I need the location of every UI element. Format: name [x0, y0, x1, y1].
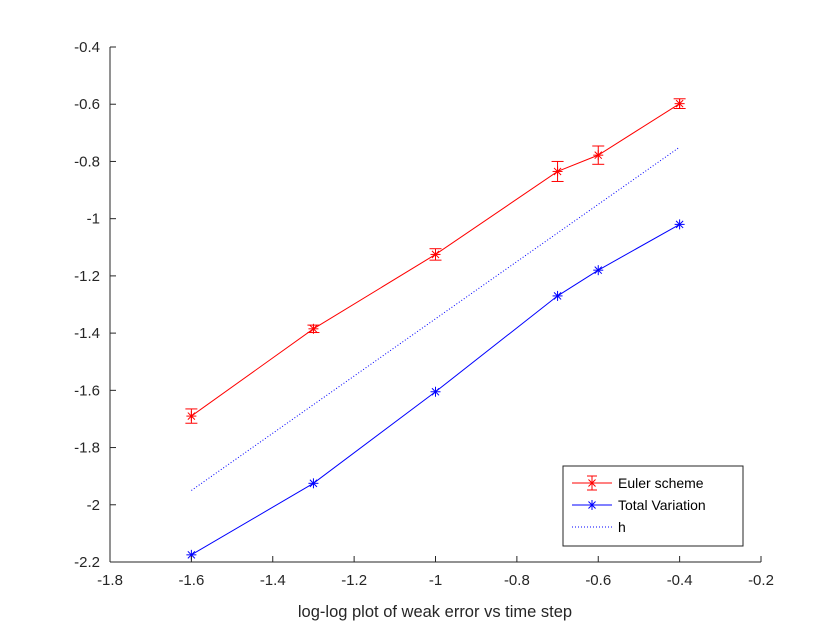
- legend-label: Euler scheme: [618, 475, 704, 491]
- x-tick-label: -1: [429, 572, 442, 589]
- data-point-total-variation: [430, 386, 441, 397]
- legend-item-total-variation: Total Variation: [572, 497, 706, 513]
- data-point-euler-scheme: [593, 150, 604, 161]
- y-tick-label: -1.4: [74, 325, 100, 342]
- data-point-total-variation: [308, 478, 319, 489]
- x-axis-label: log-log plot of weak error vs time step: [298, 603, 572, 621]
- y-tick-label: -1.2: [74, 268, 100, 285]
- x-tick-label: -1.4: [260, 572, 286, 589]
- y-tick-label: -2.2: [74, 554, 100, 571]
- data-point-euler-scheme: [552, 166, 563, 177]
- data-point-euler-scheme: [430, 249, 441, 260]
- data-point-euler-scheme: [186, 411, 197, 422]
- data-point-total-variation: [186, 549, 197, 560]
- data-point-total-variation: [674, 219, 685, 230]
- x-tick-label: -0.4: [667, 572, 693, 589]
- y-tick-label: -0.4: [74, 39, 100, 56]
- series-line-h: [191, 146, 680, 491]
- series-line-total-variation: [191, 223, 680, 556]
- legend-marker: [587, 478, 597, 488]
- legend-marker: [587, 500, 597, 510]
- x-tick-label: -1.2: [341, 572, 367, 589]
- y-tick-label: -0.8: [74, 153, 100, 170]
- y-tick-label: -1: [87, 211, 100, 228]
- data-point-total-variation: [552, 290, 563, 301]
- data-point-euler-scheme: [308, 323, 319, 334]
- series-line-euler-scheme: [191, 103, 680, 417]
- x-ticks: -1.8 -1.6 -1.4 -1.2 -1 -0.8 -0.6 -0.4 -0.2: [97, 556, 774, 589]
- legend-item-euler-scheme: Euler scheme: [572, 475, 704, 491]
- x-tick-label: -0.2: [748, 572, 774, 589]
- x-tick-label: -1.6: [178, 572, 204, 589]
- x-tick-label: -1.8: [97, 572, 123, 589]
- data-point-euler-scheme: [674, 98, 685, 109]
- x-tick-label: -0.6: [585, 572, 611, 589]
- legend-label: Total Variation: [618, 497, 706, 513]
- y-tick-label: -0.6: [74, 96, 100, 113]
- y-ticks: -2.2 -2 -1.8 -1.6 -1.4 -1.2 -1 -0.8 -0.6 -0.4: [74, 39, 116, 571]
- y-tick-label: -1.6: [74, 382, 100, 399]
- legend-label: h: [618, 519, 626, 535]
- x-tick-label: -0.8: [504, 572, 530, 589]
- y-tick-label: -1.8: [74, 440, 100, 457]
- series-layer: [185, 98, 686, 560]
- y-tick-label: -2: [87, 497, 100, 514]
- legend-item-h: h: [572, 519, 626, 535]
- data-point-total-variation: [593, 265, 604, 276]
- legend: Euler scheme Total Variation h: [562, 465, 744, 547]
